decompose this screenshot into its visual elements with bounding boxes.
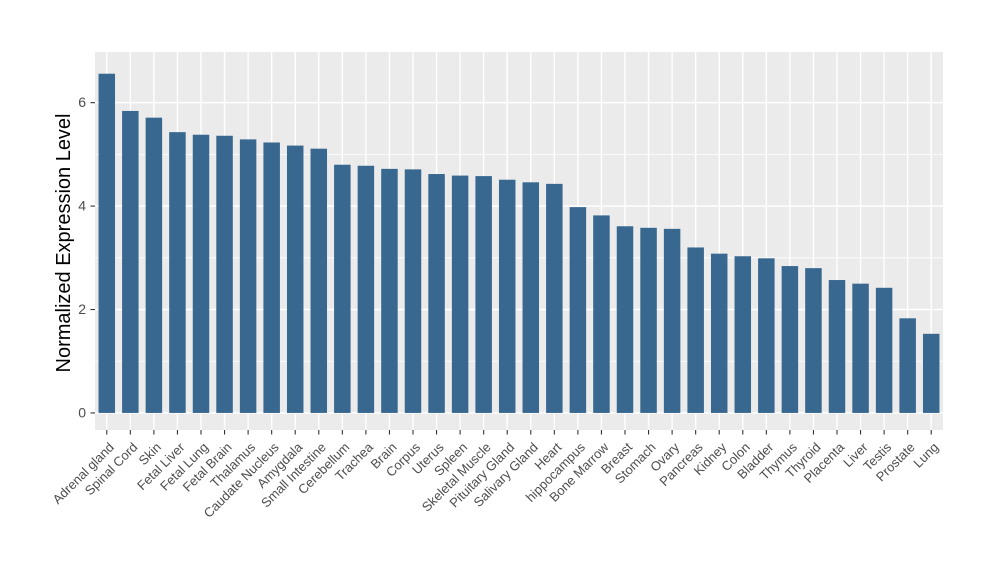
y-tick-label: 2 (78, 301, 86, 317)
bar-bone-marrow (593, 215, 610, 413)
bar-pancreas (687, 247, 704, 413)
bar-ovary (663, 228, 681, 413)
bar-pituitary-gland (498, 179, 516, 413)
y-tick-label: 6 (78, 94, 86, 110)
bar-thyroid (805, 268, 822, 413)
bar-adrenal-gland (98, 73, 116, 413)
bar-stomach (640, 227, 657, 413)
bar-caudate-nucleus (263, 142, 280, 413)
bar-liver (852, 283, 869, 413)
bar-hippocampus (569, 207, 587, 413)
bar-fetal-lung (192, 134, 210, 413)
y-tick-label: 0 (78, 404, 86, 420)
bar-salivary-gland (522, 182, 540, 413)
bar-lung (922, 333, 940, 413)
bar-fetal-brain (216, 135, 233, 413)
bar-prostate (899, 318, 916, 413)
bar-thymus (781, 266, 799, 413)
x-tick-label-lung: Lung (910, 440, 941, 471)
bar-amygdala (286, 145, 304, 413)
bar-placenta (828, 280, 846, 413)
bar-colon (734, 256, 752, 413)
bar-thalamus (239, 139, 257, 413)
bar-uterus (428, 174, 445, 413)
bar-skeletal-muscle (475, 176, 492, 413)
y-tick-label: 4 (78, 198, 86, 214)
bar-breast (616, 226, 634, 413)
bar-brain (381, 168, 398, 413)
bar-corpus (404, 169, 422, 413)
bars (98, 73, 940, 413)
bar-cerebellum (334, 164, 351, 413)
bar-small-intestine (310, 148, 328, 413)
y-axis-title: Normalized Expression Level (53, 113, 75, 372)
bar-spinal-cord (122, 110, 139, 413)
bar-trachea (357, 165, 375, 413)
bar-bladder (758, 258, 775, 413)
bar-spleen (451, 175, 469, 413)
panel-background (95, 52, 943, 430)
bar-skin (145, 117, 163, 413)
bar-testis (875, 287, 893, 413)
bar-fetal-liver (169, 132, 186, 413)
bar-kidney (710, 253, 728, 413)
bar-heart (546, 183, 563, 413)
